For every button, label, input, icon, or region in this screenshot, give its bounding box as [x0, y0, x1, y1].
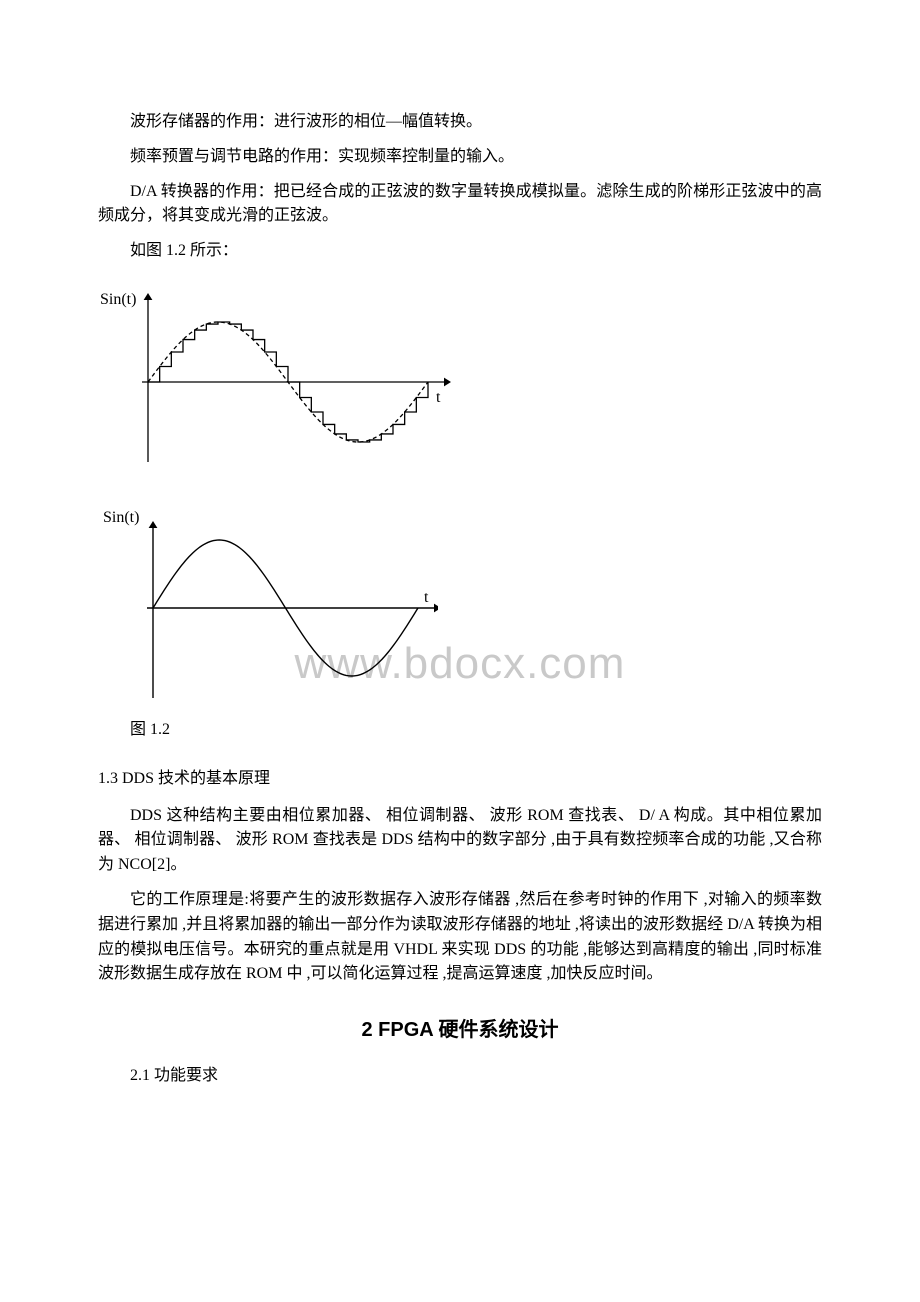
paragraph-dds-principle: 它的工作原理是:将要产生的波形数据存入波形存储器 ,然后在参考时钟的作用下 ,对…	[98, 888, 822, 987]
paragraph-da-converter: D/A 转换器的作用：把已经合成的正弦波的数字量转换成模拟量。滤除生成的阶梯形正…	[98, 180, 822, 230]
paragraph-freq-preset: 频率预置与调节电路的作用：实现频率控制量的输入。	[98, 145, 822, 170]
paragraph-dds-structure: DDS 这种结构主要由相位累加器、 相位调制器、 波形 ROM 查找表、 D/ …	[98, 804, 822, 878]
heading-2: 2 FPGA 硬件系统设计	[98, 1015, 822, 1046]
svg-text:Sin(t): Sin(t)	[103, 509, 139, 526]
subsection-1-3-title: 1.3 DDS 技术的基本原理	[98, 767, 822, 792]
figure-caption: 图 1.2	[98, 718, 822, 743]
subsection-2-1-title: 2.1 功能要求	[98, 1064, 822, 1089]
paragraph-waveform-store: 波形存储器的作用：进行波形的相位—幅值转换。	[98, 110, 822, 135]
figure-1-2-top: Sin(t) t	[98, 282, 822, 482]
page-content: 波形存储器的作用：进行波形的相位—幅值转换。 频率预置与调节电路的作用：实现频率…	[98, 110, 822, 1089]
svg-text:t: t	[436, 389, 441, 406]
figure-1-2-bottom: Sin(t) t	[98, 500, 822, 710]
svg-text:Sin(t): Sin(t)	[100, 291, 136, 308]
svg-text:t: t	[424, 589, 429, 606]
paragraph-see-fig: 如图 1.2 所示：	[98, 239, 822, 264]
